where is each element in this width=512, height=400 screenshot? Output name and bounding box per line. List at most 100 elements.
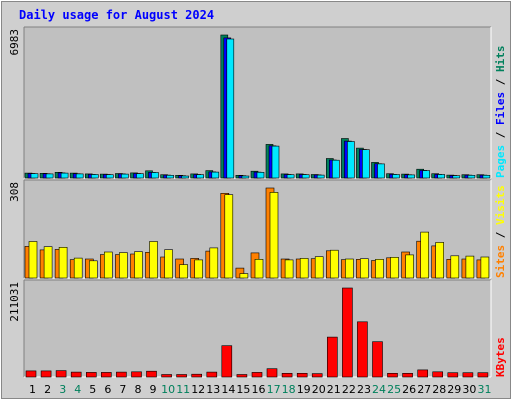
bar-pages-day-21: [331, 159, 340, 179]
bar-kbytes-day-11: [176, 374, 187, 378]
bar-pages-day-31: [482, 175, 491, 179]
bar-kbytes-day-7: [116, 371, 127, 378]
bar-visits-day-5: [89, 260, 98, 279]
bar-pages-day-4: [75, 173, 84, 179]
bar-pages-day-30: [467, 175, 476, 179]
bar-kbytes-day-10: [161, 374, 172, 378]
tick-label-day-20: 20: [312, 383, 326, 396]
tick-label-day-18: 18: [282, 383, 296, 396]
tick-label-day-19: 19: [297, 383, 311, 396]
tick-label-day-23: 23: [357, 383, 371, 396]
bar-visits-day-7: [119, 252, 128, 279]
tick-label-day-16: 16: [252, 383, 266, 396]
bar-kbytes-day-6: [101, 372, 112, 378]
legend-middle-segment-0: Sites: [494, 245, 507, 278]
tick-label-day-30: 30: [462, 383, 476, 396]
bar-pages-day-7: [121, 173, 129, 179]
bar-visits-day-23: [360, 258, 369, 279]
tick-label-day-5: 5: [89, 383, 96, 396]
tick-label-day-27: 27: [417, 383, 431, 396]
legend-bottom-segment-0: KBytes: [494, 337, 507, 377]
bar-kbytes-day-9: [146, 370, 157, 378]
chart-title: Daily usage for August 2024: [19, 8, 214, 22]
bar-pages-day-15: [241, 175, 250, 179]
tick-label-day-26: 26: [402, 383, 416, 396]
legend-top-segment-3: /: [494, 72, 507, 92]
bar-pages-day-24: [377, 163, 385, 179]
bar-visits-day-31: [480, 256, 490, 279]
bar-visits-day-19: [299, 258, 309, 279]
bar-pages-day-20: [316, 174, 325, 179]
tick-label-day-21: 21: [327, 383, 341, 396]
bar-pages-day-29: [452, 175, 461, 179]
bar-kbytes-day-26: [402, 372, 413, 378]
bar-visits-day-13: [209, 247, 219, 279]
bar-pages-day-2: [45, 173, 54, 179]
tick-label-day-17: 17: [267, 383, 281, 396]
bar-pages-day-1: [30, 173, 39, 179]
bar-visits-day-20: [314, 256, 324, 279]
bar-pages-day-9: [151, 172, 159, 179]
bar-kbytes-day-22: [342, 287, 353, 378]
bar-visits-day-26: [405, 254, 414, 279]
tick-label-day-11: 11: [176, 383, 190, 396]
bar-kbytes-day-23: [357, 321, 368, 378]
bar-visits-day-28: [435, 242, 445, 279]
legend-top-segment-1: /: [494, 125, 507, 145]
bar-visits-day-30: [465, 255, 475, 279]
bar-pages-day-16: [256, 172, 265, 179]
bar-kbytes-day-30: [462, 372, 474, 378]
bar-kbytes-day-15: [236, 374, 248, 378]
bar-pages-day-11: [181, 175, 189, 179]
bar-pages-day-22: [347, 141, 355, 179]
bar-visits-day-27: [420, 231, 430, 279]
bar-visits-day-17: [269, 192, 279, 279]
bar-kbytes-day-19: [296, 372, 308, 378]
legend-top-segment-4: Hits: [494, 46, 507, 73]
bar-visits-day-4: [73, 257, 83, 279]
bar-visits-day-25: [390, 256, 399, 279]
tick-label-day-7: 7: [119, 383, 126, 396]
tick-label-day-1: 1: [29, 383, 36, 396]
bar-visits-day-14: [224, 194, 234, 279]
legend-top-segment-2: Files: [494, 92, 507, 125]
panel-middle-legend: Sites / Visits: [494, 185, 507, 278]
bar-pages-day-25: [392, 174, 400, 179]
tick-label-day-22: 22: [342, 383, 356, 396]
tick-label-day-6: 6: [104, 383, 111, 396]
tick-label-day-14: 14: [221, 383, 235, 396]
bar-kbytes-day-20: [311, 373, 323, 378]
bar-pages-day-6: [106, 174, 114, 179]
bar-visits-day-11: [179, 264, 188, 279]
bar-pages-day-3: [60, 172, 69, 179]
bar-pages-day-18: [286, 174, 295, 179]
bar-pages-day-10: [166, 175, 174, 179]
tick-label-day-4: 4: [74, 383, 81, 396]
bar-visits-day-21: [329, 249, 339, 279]
tick-label-day-24: 24: [372, 383, 386, 396]
panel-middle-max-label: 308: [8, 182, 21, 202]
bar-pages-day-14: [226, 38, 235, 179]
legend-top-segment-0: Pages: [494, 145, 507, 178]
panel-bottom-background: [24, 280, 491, 377]
bar-kbytes-day-29: [447, 372, 459, 378]
bar-kbytes-day-1: [25, 370, 37, 378]
bar-pages-day-23: [362, 149, 370, 179]
bar-kbytes-day-17: [266, 368, 278, 378]
bar-kbytes-day-13: [206, 371, 218, 378]
bar-kbytes-day-3: [55, 370, 67, 378]
bar-pages-day-28: [437, 174, 446, 179]
bar-kbytes-day-14: [221, 345, 233, 378]
bar-visits-day-12: [194, 259, 203, 279]
bar-pages-day-19: [301, 174, 310, 179]
bar-pages-day-13: [211, 171, 220, 179]
bar-visits-day-16: [254, 258, 264, 279]
bar-visits-day-8: [134, 251, 143, 279]
bar-kbytes-day-24: [372, 341, 383, 378]
panel-bottom-max-label: 211031: [8, 282, 21, 322]
bar-pages-day-26: [407, 174, 415, 179]
bar-kbytes-day-12: [191, 373, 202, 378]
bar-visits-day-1: [28, 241, 38, 279]
bar-kbytes-day-18: [281, 372, 293, 378]
